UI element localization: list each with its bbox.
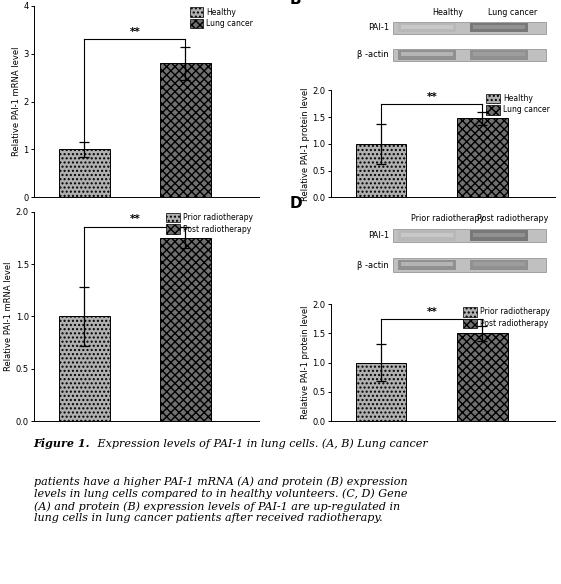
Y-axis label: Relative PAI-1 protein level: Relative PAI-1 protein level [301, 87, 310, 200]
Bar [398, 50, 457, 60]
Bar [470, 50, 528, 60]
Y-axis label: Relative PAI-1 protein level: Relative PAI-1 protein level [301, 306, 310, 419]
Text: β -actin: β -actin [357, 50, 389, 59]
Legend: Prior radiotherapy, Post radiotherapy: Prior radiotherapy, Post radiotherapy [462, 305, 551, 330]
Bar [470, 260, 528, 270]
Bar [398, 23, 457, 33]
Bar [398, 230, 457, 241]
Bar [393, 22, 546, 34]
Bar [356, 363, 406, 421]
Bar [59, 317, 109, 421]
Text: Healthy: Healthy [432, 8, 463, 17]
Text: Figure 1.: Figure 1. [34, 439, 90, 449]
Bar [473, 52, 525, 56]
Text: Post radiotherapy: Post radiotherapy [477, 214, 548, 223]
Bar [457, 118, 508, 197]
Bar [401, 262, 453, 266]
Legend: Healthy, Lung cancer: Healthy, Lung cancer [485, 92, 551, 116]
Y-axis label: Relative PAI-1 mRNA level: Relative PAI-1 mRNA level [12, 47, 21, 157]
Text: Expression levels of PAI-1 in lung cells. (A, B) Lung cancer: Expression levels of PAI-1 in lung cells… [94, 439, 427, 449]
Text: patients have a higher PAI-1 mRNA (A) and protein (B) expression
levels in lung : patients have a higher PAI-1 mRNA (A) an… [34, 477, 407, 523]
Legend: Healthy, Lung cancer: Healthy, Lung cancer [188, 6, 255, 30]
Bar [393, 258, 546, 272]
Bar [401, 25, 453, 29]
Bar [401, 52, 453, 56]
Text: PAI-1: PAI-1 [368, 23, 389, 32]
Bar [393, 48, 546, 61]
Text: **: ** [130, 27, 140, 37]
Bar [160, 238, 211, 421]
Text: B: B [290, 0, 302, 6]
Text: **: ** [130, 214, 140, 224]
Text: Lung cancer: Lung cancer [488, 8, 537, 17]
Bar [473, 233, 525, 237]
Bar [470, 230, 528, 241]
Bar [59, 150, 109, 197]
Bar [457, 333, 508, 421]
Legend: Prior radiotherapy, Post radiotherapy: Prior radiotherapy, Post radiotherapy [165, 211, 255, 235]
Bar [473, 262, 525, 266]
Y-axis label: Relative PAI-1 mRNA level: Relative PAI-1 mRNA level [4, 262, 13, 371]
Bar [356, 144, 406, 197]
Bar [398, 260, 457, 270]
Bar [401, 233, 453, 237]
Text: β -actin: β -actin [357, 260, 389, 270]
Text: D: D [290, 196, 302, 211]
Bar [473, 25, 525, 29]
Bar [393, 229, 546, 242]
Bar [160, 63, 211, 197]
Text: **: ** [426, 307, 437, 317]
Text: Prior radiotherapy: Prior radiotherapy [411, 214, 484, 223]
Bar [470, 23, 528, 33]
Text: PAI-1: PAI-1 [368, 231, 389, 240]
Text: **: ** [426, 92, 437, 102]
